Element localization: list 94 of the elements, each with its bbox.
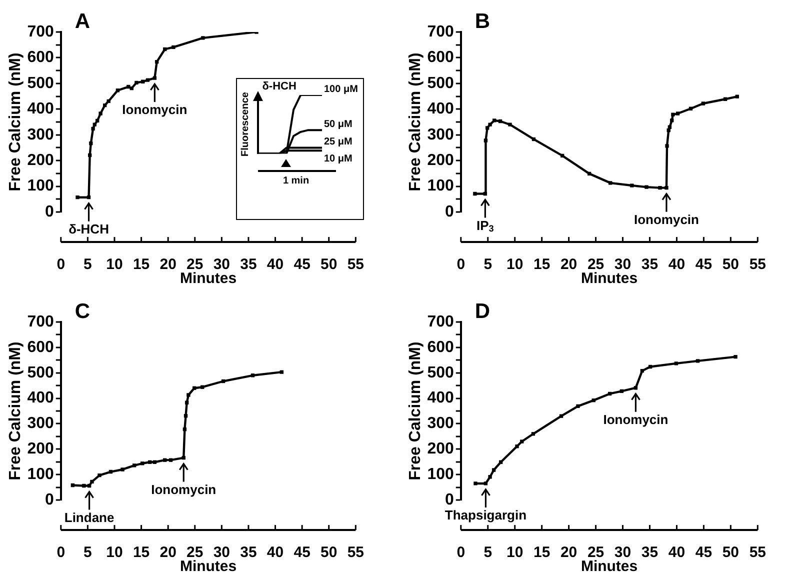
y-axis-title: Free Calcium (nM) — [7, 52, 24, 192]
x-tick-label: 45 — [695, 544, 712, 562]
x-tick-label: 35 — [240, 544, 257, 562]
annotation: Lindane — [64, 510, 114, 525]
annotation: δ-HCH — [262, 80, 296, 93]
x-tick-label: 40 — [668, 256, 686, 274]
x-tick-label: 5 — [84, 256, 92, 274]
y-tick-label: 500 — [27, 364, 54, 382]
y-tick-label: 100 — [27, 466, 54, 483]
y-tick-label: 300 — [427, 126, 454, 144]
y-tick-label: 700 — [427, 23, 454, 40]
x-tick-label: 35 — [641, 544, 658, 562]
x-tick-label: 15 — [533, 544, 550, 562]
x-tick-label: 15 — [533, 256, 550, 274]
y-tick-label: 400 — [427, 100, 454, 118]
x-tick-label: 20 — [560, 544, 578, 562]
y-tick-label: 400 — [27, 390, 54, 407]
x-tick-label: 50 — [722, 544, 740, 562]
x-tick-label: 45 — [695, 256, 712, 274]
y-tick-label: 200 — [427, 152, 454, 169]
y-axis-title: Free Calcium (nM) — [407, 52, 424, 192]
y-axis-title: Free Calcium (nM) — [407, 342, 424, 480]
x-tick-label: 55 — [749, 256, 766, 274]
series-label: 100 μM — [324, 84, 358, 95]
annotation: 1 min — [282, 175, 310, 186]
x-tick-label: 45 — [294, 544, 310, 562]
annotation: Ionomycin — [603, 412, 668, 427]
y-tick-label: 700 — [27, 23, 54, 40]
y-tick-label: 300 — [427, 415, 454, 432]
x-tick-label: 40 — [266, 256, 284, 274]
x-tick-label: 35 — [240, 256, 257, 274]
x-tick-label: 55 — [347, 544, 364, 562]
series-label: 10 μM — [324, 153, 352, 164]
x-tick-label: 5 — [484, 256, 492, 274]
x-tick-label: 15 — [132, 544, 150, 562]
y-tick-label: 700 — [27, 313, 54, 330]
annotation: Ionomycin — [151, 482, 216, 497]
y-tick-label: 0 — [44, 203, 54, 220]
x-tick-label: 35 — [641, 256, 658, 274]
x-tick-label: 10 — [506, 256, 524, 274]
y-tick-label: 300 — [27, 126, 54, 144]
x-tick-label: 20 — [160, 256, 176, 274]
x-tick-label: 50 — [320, 544, 338, 562]
y-tick-label: 200 — [427, 440, 454, 458]
x-tick-label: 0 — [56, 544, 66, 562]
annotation: Thapsigargin — [444, 508, 527, 523]
y-tick-label: 600 — [27, 49, 54, 66]
x-tick-label: 0 — [56, 256, 66, 274]
y-tick-label: 600 — [427, 49, 454, 66]
x-tick-label: 40 — [668, 544, 686, 562]
annotation: Ionomycin — [122, 102, 188, 118]
x-tick-label: 20 — [160, 544, 176, 562]
annotation: Ionomycin — [634, 212, 700, 227]
series-label: 25 μM — [324, 136, 352, 148]
x-tick-label: 5 — [84, 544, 92, 562]
y-tick-label: 0 — [444, 491, 454, 508]
x-tick-label: 10 — [506, 544, 524, 562]
x-tick-label: 55 — [749, 544, 766, 562]
x-tick-label: 45 — [294, 256, 310, 274]
y-tick-label: 500 — [427, 74, 454, 92]
y-tick-label: 400 — [27, 100, 54, 118]
x-tick-label: 10 — [106, 256, 123, 274]
y-tick-label: 200 — [27, 152, 54, 169]
y-tick-label: 0 — [44, 491, 54, 508]
x-tick-label: 50 — [320, 256, 338, 274]
y-tick-label: 0 — [444, 203, 454, 220]
y-tick-label: 200 — [27, 440, 54, 458]
chart-title: B — [474, 10, 490, 33]
y-axis-title: Fluorescence — [240, 92, 251, 157]
y-tick-label: 500 — [427, 364, 454, 382]
y-tick-label: 600 — [27, 338, 54, 356]
chart-title: A — [74, 10, 90, 33]
y-tick-label: 600 — [427, 338, 454, 356]
y-tick-label: 300 — [27, 415, 54, 432]
annotation: δ-HCH — [68, 221, 109, 236]
y-axis-title: Free Calcium (nM) — [7, 342, 24, 480]
x-tick-label: 15 — [132, 256, 150, 274]
x-tick-label: 5 — [484, 544, 492, 562]
x-tick-label: 50 — [722, 256, 740, 274]
series-label: 50 μM — [324, 118, 352, 130]
y-tick-label: 100 — [27, 178, 54, 195]
x-tick-label: 40 — [266, 544, 284, 562]
y-tick-label: 100 — [427, 178, 454, 195]
x-tick-label: 20 — [560, 256, 578, 274]
chart-title: D — [474, 300, 490, 323]
y-tick-label: 500 — [27, 74, 54, 92]
y-tick-label: 700 — [427, 313, 454, 330]
x-tick-label: 10 — [106, 544, 123, 562]
x-tick-label: 55 — [347, 256, 364, 274]
y-tick-label: 400 — [427, 390, 454, 407]
x-tick-label: 0 — [456, 256, 466, 274]
x-tick-label: 0 — [456, 544, 466, 562]
y-tick-label: 100 — [427, 466, 454, 483]
chart-title: C — [74, 300, 90, 323]
